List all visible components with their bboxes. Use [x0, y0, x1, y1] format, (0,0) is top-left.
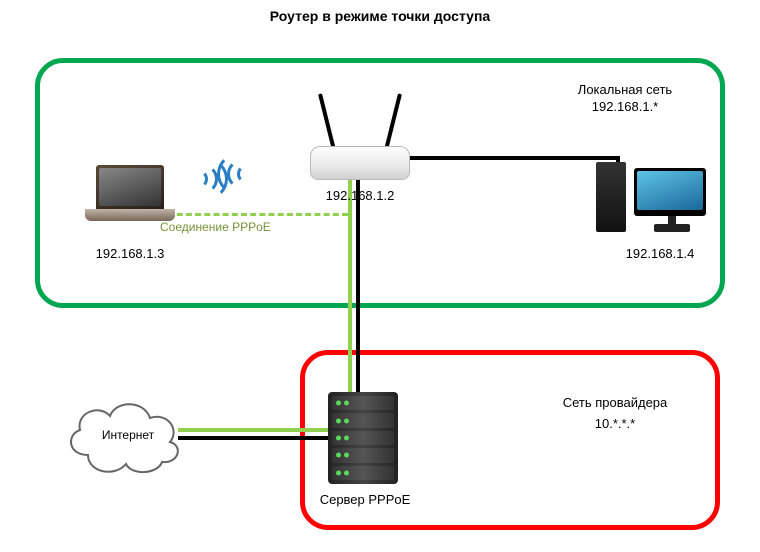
- router-device: [300, 80, 420, 180]
- isp-title-text: Сеть провайдера: [530, 395, 700, 412]
- router-ip-label: 192.168.1.2: [310, 188, 410, 205]
- pc-ip-label: 192.168.1.4: [600, 246, 720, 263]
- pppoe-connection-label: Соединение PPPoE: [160, 220, 271, 234]
- wire-router-server-green: [348, 178, 352, 426]
- lan-title-text: Локальная сеть: [540, 82, 710, 99]
- server-label: Сервер PPPoE: [310, 492, 420, 509]
- internet-label: Интернет: [88, 428, 168, 444]
- wire-router-server-black: [356, 178, 360, 426]
- isp-title-label: Сеть провайдера 10.*.*.*: [530, 395, 700, 433]
- pc-device: [596, 152, 706, 232]
- lan-subnet-text: 192.168.1.*: [540, 99, 710, 116]
- wire-server-cloud-black: [178, 436, 330, 440]
- wire-server-cloud-green: [178, 428, 330, 432]
- server-device: [328, 392, 398, 484]
- lan-title-label: Локальная сеть 192.168.1.*: [540, 82, 710, 116]
- isp-subnet-text: 10.*.*.*: [530, 416, 700, 433]
- laptop-ip-label: 192.168.1.3: [70, 246, 190, 263]
- laptop-device: [85, 165, 175, 223]
- diagram-title: Роутер в режиме точки доступа: [0, 8, 760, 24]
- wire-router-pc-h: [398, 156, 620, 160]
